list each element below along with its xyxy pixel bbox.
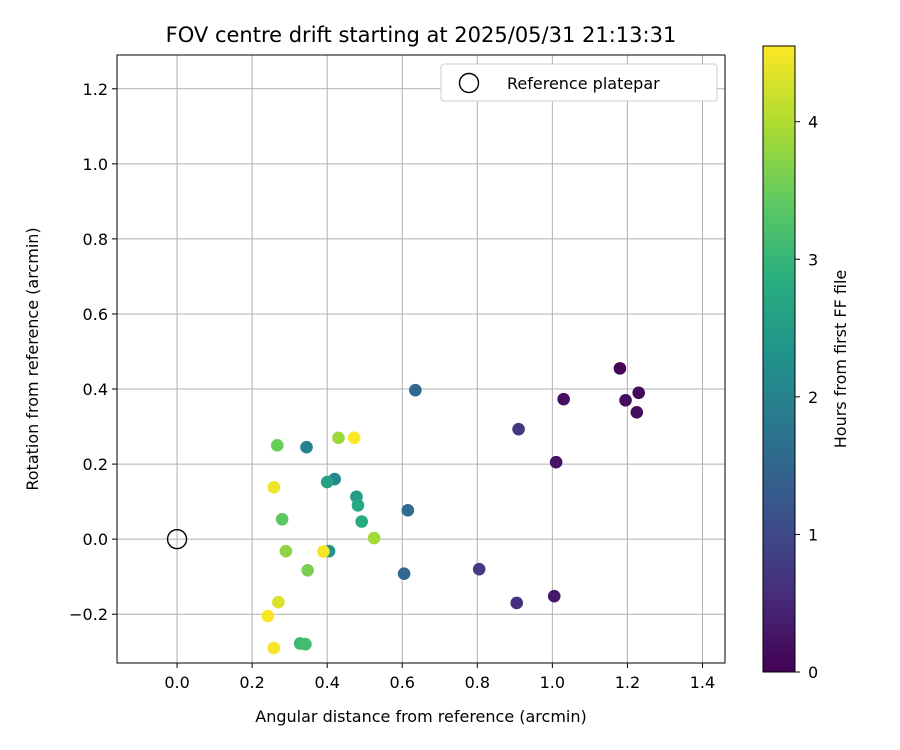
- data-point: [397, 567, 411, 580]
- x-tick-label: 0.6: [390, 673, 415, 692]
- y-tick-label: 0.8: [83, 230, 108, 249]
- data-point: [355, 515, 369, 528]
- data-point: [547, 589, 561, 603]
- x-axis-label: Angular distance from reference (arcmin): [255, 707, 586, 726]
- data-point: [261, 609, 275, 623]
- data-point: [320, 475, 334, 489]
- data-points: [261, 362, 645, 655]
- data-point: [299, 637, 312, 651]
- x-tick-label: 0.4: [314, 673, 339, 692]
- colorbar-tick-label: 1: [808, 525, 818, 544]
- data-point: [300, 440, 313, 454]
- y-tick-label: −0.2: [69, 605, 108, 624]
- data-point: [279, 544, 293, 558]
- legend-entry-reference: Reference platepar: [507, 74, 660, 93]
- data-point: [632, 386, 645, 400]
- x-tick-label: 1.2: [615, 673, 640, 692]
- colorbar-tick-label: 0: [808, 663, 818, 682]
- data-point: [317, 545, 330, 558]
- colorbar-ticks: 0 1 2 3 4: [795, 113, 818, 682]
- x-tick-label: 1.0: [540, 673, 565, 692]
- legend-reference-marker: [458, 72, 480, 94]
- data-point: [267, 481, 281, 494]
- colorbar-gradient: [762, 45, 796, 673]
- y-tick-label: 0.6: [83, 305, 108, 324]
- y-tick-label: 0.0: [83, 530, 108, 549]
- y-axis-label: Rotation from reference (arcmin): [23, 227, 42, 490]
- x-tick-label: 1.4: [690, 673, 715, 692]
- x-tick-label: 0.2: [239, 673, 264, 692]
- data-point: [351, 499, 365, 512]
- data-point: [472, 562, 486, 576]
- legend-box: [440, 63, 718, 102]
- x-axis-ticks: 0.0 0.2 0.4 0.6 0.8 1.0 1.2 1.4: [164, 663, 715, 692]
- data-point: [270, 439, 284, 452]
- data-point: [401, 503, 415, 517]
- y-tick-label: 0.2: [83, 455, 108, 474]
- data-point: [512, 422, 525, 436]
- colorbar-tick-label: 2: [808, 388, 818, 407]
- data-point: [272, 595, 285, 609]
- y-tick-label: 1.0: [83, 155, 108, 174]
- data-point: [347, 431, 361, 445]
- data-point: [332, 431, 345, 445]
- colorbar-tick-label: 4: [808, 113, 818, 132]
- reference-point: [166, 528, 188, 550]
- plot-frame: [116, 54, 726, 664]
- data-point: [301, 563, 314, 577]
- data-point: [510, 596, 524, 610]
- data-point: [630, 405, 644, 419]
- y-tick-label: 1.2: [83, 80, 108, 99]
- legend: Reference platepar: [440, 63, 718, 102]
- x-tick-label: 0.8: [465, 673, 490, 692]
- data-point: [367, 531, 381, 545]
- data-point: [549, 455, 563, 469]
- colorbar-tick-label: 3: [808, 250, 818, 269]
- data-point: [409, 383, 422, 397]
- data-point: [557, 392, 570, 406]
- colorbar-label: Hours from first FF file: [831, 270, 850, 449]
- chart-title: FOV centre drift starting at 2025/05/31 …: [166, 23, 677, 47]
- y-axis-ticks: −0.2 0.0 0.2 0.4 0.6 0.8 1.0 1.2: [69, 80, 117, 624]
- data-point: [267, 641, 281, 655]
- data-point: [613, 362, 627, 375]
- y-tick-label: 0.4: [83, 380, 108, 399]
- colorbar: 0 1 2 3 4 Hours from first FF file: [762, 45, 850, 682]
- x-tick-label: 0.0: [164, 673, 189, 692]
- grid: [117, 55, 725, 663]
- data-point: [275, 512, 289, 526]
- data-point: [619, 393, 632, 407]
